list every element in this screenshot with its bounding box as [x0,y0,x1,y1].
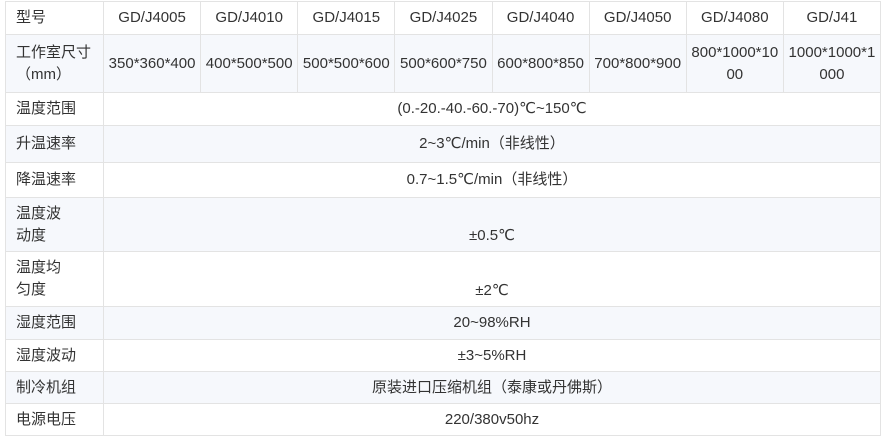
size-cell: 600*800*850 [491,34,590,93]
row-label: 降温速率 [5,162,104,198]
row-value: ±0.5℃ [103,197,881,252]
row-value: 原装进口压缩机组（泰康或丹佛斯） [103,371,881,404]
table-row: 工作室尺寸（mm） 350*360*400 400*500*500 500*50… [5,34,882,93]
row-label: 升温速率 [5,125,104,163]
row-label: 湿度范围 [5,306,104,340]
table-row: 升温速率 2~3℃/min（非线性） [5,125,881,163]
size-cell: 700*800*900 [588,34,687,93]
table-header-row: 型号 GD/J4005 GD/J4010 GD/J4015 GD/J4025 G… [5,1,882,35]
row-value: (0.-20.-40.-60.-70)℃~150℃ [103,92,881,126]
table-row: 湿度范围 20~98%RH [5,306,881,340]
size-cell: 400*500*500 [200,34,299,93]
model-cell: GD/J4040 [491,1,590,35]
row-value: 220/380v50hz [103,403,881,436]
table-row: 降温速率 0.7~1.5℃/min（非线性） [5,162,881,198]
row-label: 制冷机组 [5,371,104,404]
table-row: 制冷机组 原装进口压缩机组（泰康或丹佛斯） [5,371,881,404]
model-cell: GD/J4010 [200,1,299,35]
row-label: 工作室尺寸（mm） [5,34,104,93]
row-label: 湿度波动 [5,339,104,372]
row-label: 电源电压 [5,403,104,436]
table-row: 电源电压 220/380v50hz [5,403,881,436]
table-row: 温度均匀度 ±2℃ [5,251,881,307]
row-value: 0.7~1.5℃/min（非线性） [103,162,881,198]
model-cell: GD/J41 [782,1,882,35]
model-cell: GD/J4025 [394,1,493,35]
size-cell: 500*600*750 [394,34,493,93]
size-cell: 800*1000*1000 [685,34,784,93]
model-cell: GD/J4080 [685,1,784,35]
model-cell: GD/J4050 [588,1,687,35]
model-cell: GD/J4015 [297,1,396,35]
row-value: 2~3℃/min（非线性） [103,125,881,163]
model-cell: GD/J4005 [102,1,202,35]
row-label: 温度均匀度 [5,251,104,307]
row-value: 20~98%RH [103,306,881,340]
table-row: 湿度波动 ±3~5%RH [5,339,881,372]
table-row: 温度波动度 ±0.5℃ [5,197,881,252]
size-cell: 350*360*400 [102,34,202,93]
table-row: 温度范围 (0.-20.-40.-60.-70)℃~150℃ [5,92,881,126]
size-cell: 500*500*600 [297,34,396,93]
size-cell: 1000*1000*1000 [782,34,882,93]
spec-table: 型号 GD/J4005 GD/J4010 GD/J4015 GD/J4025 G… [5,1,882,436]
row-value: ±3~5%RH [103,339,881,372]
row-label: 温度波动度 [5,197,104,252]
row-value: ±2℃ [103,251,881,307]
header-label: 型号 [5,1,104,35]
row-label: 温度范围 [5,92,104,126]
